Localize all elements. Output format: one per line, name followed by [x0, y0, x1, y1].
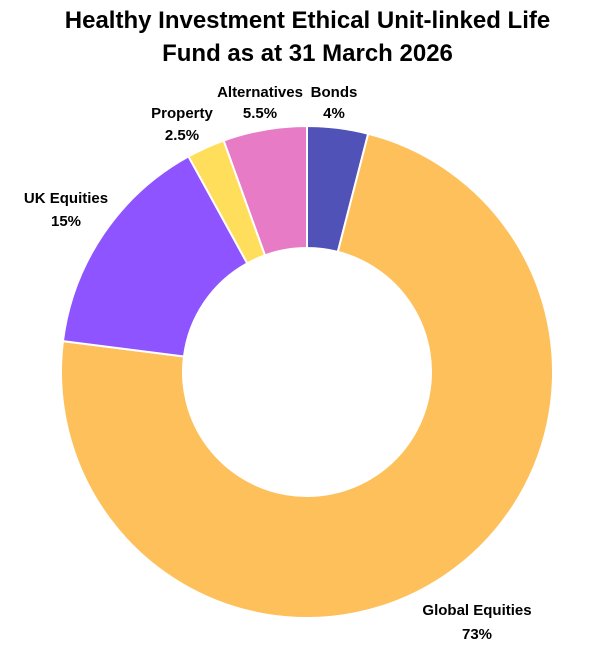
slice-label-global-equities: Global Equities: [422, 602, 531, 619]
slice-global-equities: [60, 132, 554, 619]
slice-label-bonds: Bonds: [311, 84, 358, 101]
slice-alternatives: [222, 125, 308, 257]
chart-title-line-1: Healthy Investment Ethical Unit-linked L…: [64, 7, 551, 34]
slice-value-global-equities: 73%: [462, 626, 492, 643]
slice-value-property: 2.5%: [165, 127, 199, 144]
slice-label-property: Property: [151, 105, 213, 122]
slice-label-alternatives: Alternatives: [217, 84, 303, 101]
slice-label-uk-equities: UK Equities: [24, 190, 108, 207]
slice-uk-equities: [61, 155, 249, 358]
chart-title: Healthy Investment Ethical Unit-linked L…: [0, 4, 615, 70]
chart-title-line-2: Fund as at 31 March 2026: [162, 40, 453, 67]
slice-value-alternatives: 5.5%: [243, 105, 277, 122]
slice-value-bonds: 4%: [323, 105, 345, 122]
slice-value-uk-equities: 15%: [51, 213, 81, 230]
